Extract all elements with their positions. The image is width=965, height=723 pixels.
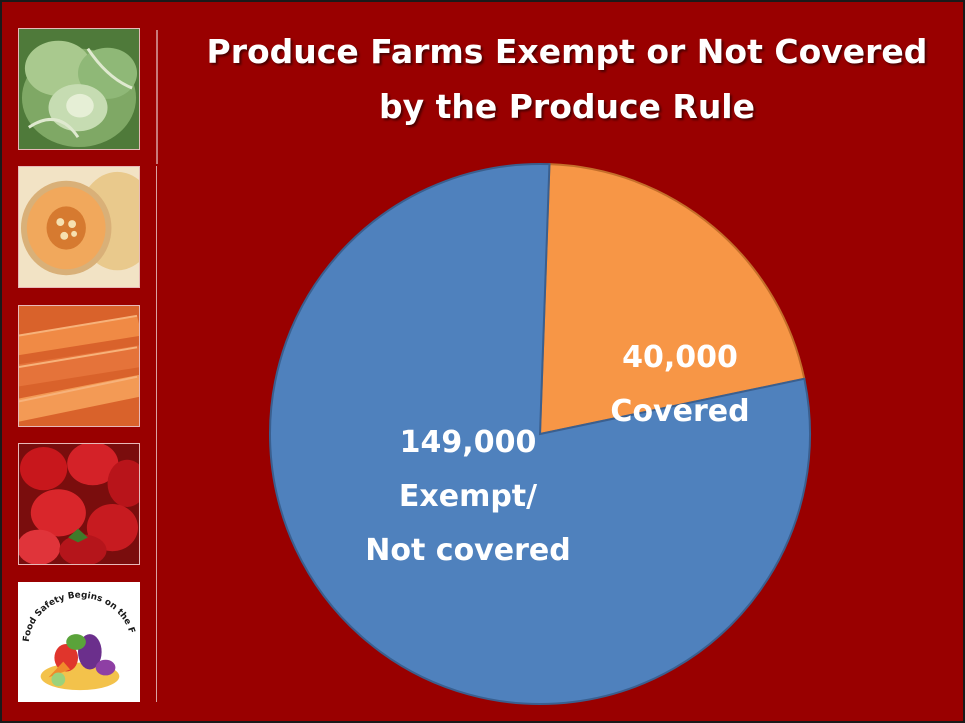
pie-slice-covered — [538, 163, 806, 436]
carrots-image — [18, 305, 140, 427]
data-label: 40,000 — [622, 340, 738, 375]
sidebar-divider — [156, 166, 157, 702]
cantaloupe-image — [18, 166, 140, 288]
lettuce-image — [18, 28, 140, 150]
chart-title-line-1: Produce Farms Exempt or Not Covered — [206, 32, 928, 71]
chart-title: Produce Farms Exempt or Not Covered by t… — [172, 24, 962, 134]
strawberries-image — [18, 443, 140, 565]
data-label: Not covered — [365, 533, 570, 568]
pie-slice-exempt-not-covered — [269, 163, 811, 705]
data-label: Covered — [610, 394, 749, 429]
sidebar-divider — [156, 30, 158, 164]
chart-title-line-2: by the Produce Rule — [378, 87, 756, 126]
data-label: Exempt/ — [399, 479, 537, 514]
food-safety-logo: Food Safety Begins on the Farm — [18, 582, 140, 702]
data-label: 149,000 — [400, 425, 537, 460]
